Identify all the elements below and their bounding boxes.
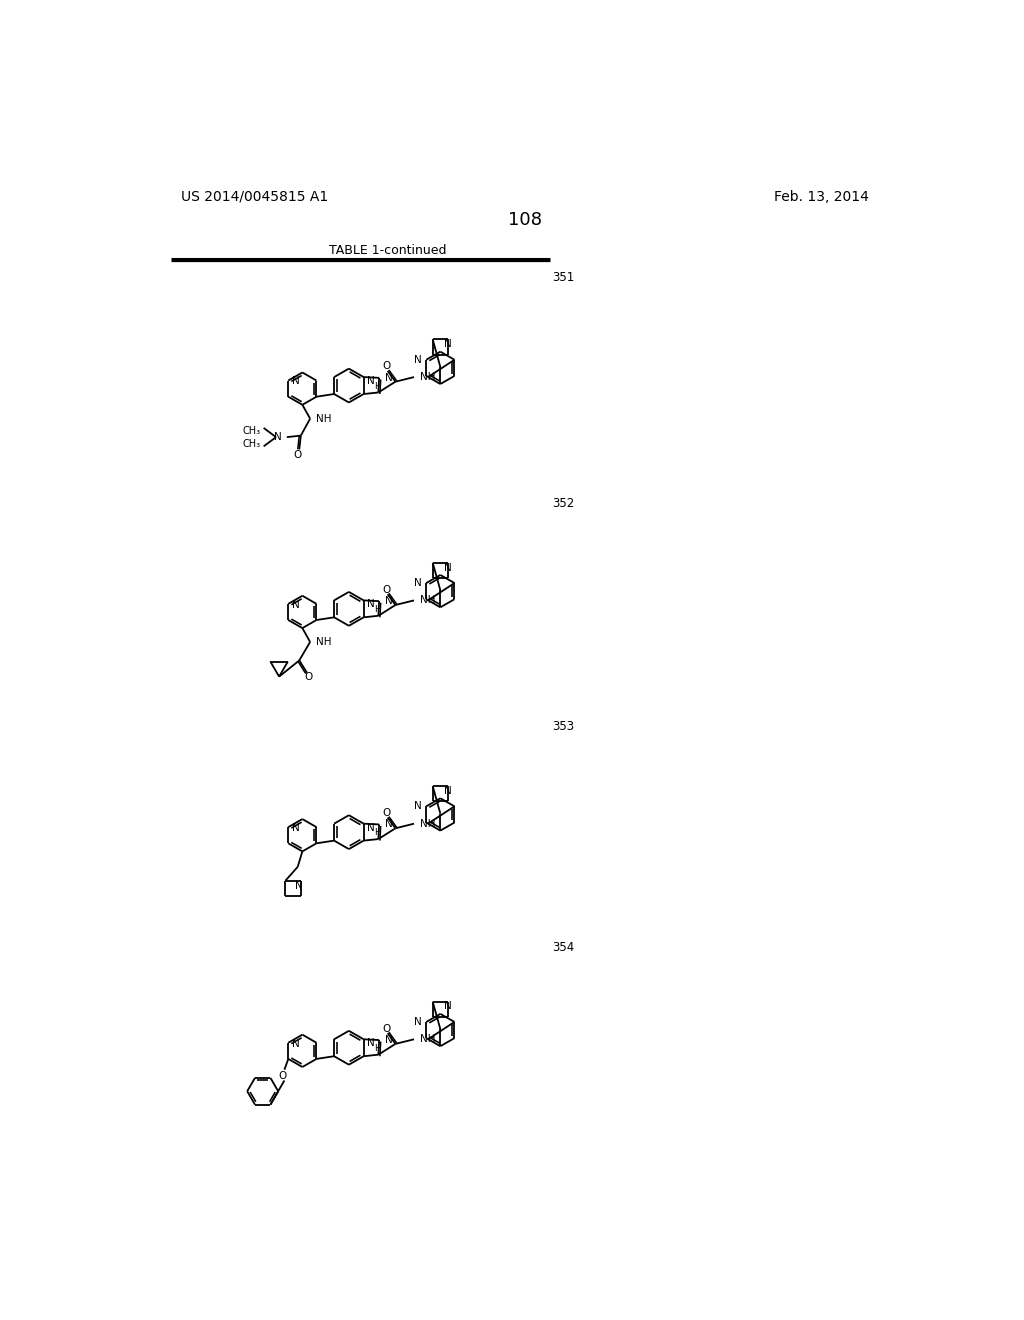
Text: O: O bbox=[382, 585, 390, 594]
Text: O: O bbox=[278, 1071, 286, 1081]
Text: N: N bbox=[367, 822, 375, 833]
Text: H: H bbox=[374, 1044, 381, 1053]
Text: CH₃: CH₃ bbox=[243, 425, 260, 436]
Text: N: N bbox=[414, 801, 422, 812]
Text: N: N bbox=[292, 599, 300, 610]
Text: NH: NH bbox=[420, 372, 436, 381]
Text: N: N bbox=[444, 562, 452, 573]
Text: 352: 352 bbox=[552, 496, 574, 510]
Text: O: O bbox=[382, 362, 390, 371]
Text: N: N bbox=[444, 785, 452, 796]
Text: 351: 351 bbox=[552, 271, 574, 284]
Text: O: O bbox=[382, 1023, 390, 1034]
Text: NH: NH bbox=[420, 1035, 436, 1044]
Text: N: N bbox=[444, 1002, 452, 1011]
Text: N: N bbox=[295, 882, 303, 891]
Text: N: N bbox=[292, 822, 300, 833]
Text: US 2014/0045815 A1: US 2014/0045815 A1 bbox=[180, 190, 328, 203]
Text: TABLE 1-continued: TABLE 1-continued bbox=[329, 244, 446, 257]
Text: O: O bbox=[382, 808, 390, 818]
Text: N: N bbox=[385, 820, 392, 829]
Text: N: N bbox=[414, 1016, 422, 1027]
Text: NH: NH bbox=[316, 413, 332, 424]
Text: N: N bbox=[385, 372, 392, 383]
Text: O: O bbox=[294, 450, 302, 459]
Text: N: N bbox=[385, 1035, 392, 1045]
Text: Feb. 13, 2014: Feb. 13, 2014 bbox=[774, 190, 869, 203]
Text: N: N bbox=[274, 432, 283, 442]
Text: 108: 108 bbox=[508, 211, 542, 228]
Text: O: O bbox=[304, 672, 312, 682]
Text: N: N bbox=[367, 599, 375, 610]
Text: N: N bbox=[444, 339, 452, 350]
Text: N: N bbox=[385, 597, 392, 606]
Text: N: N bbox=[367, 376, 375, 385]
Text: N: N bbox=[414, 355, 422, 364]
Text: NH: NH bbox=[316, 638, 332, 647]
Text: H: H bbox=[374, 605, 381, 614]
Text: N: N bbox=[367, 1038, 375, 1048]
Text: N: N bbox=[292, 376, 300, 387]
Text: 354: 354 bbox=[552, 941, 574, 954]
Text: NH: NH bbox=[420, 595, 436, 606]
Text: N: N bbox=[414, 578, 422, 587]
Text: NH: NH bbox=[420, 818, 436, 829]
Text: H: H bbox=[374, 829, 381, 837]
Text: H: H bbox=[374, 381, 381, 391]
Text: N: N bbox=[292, 1039, 300, 1048]
Text: 353: 353 bbox=[552, 721, 574, 733]
Text: CH₃: CH₃ bbox=[243, 438, 260, 449]
